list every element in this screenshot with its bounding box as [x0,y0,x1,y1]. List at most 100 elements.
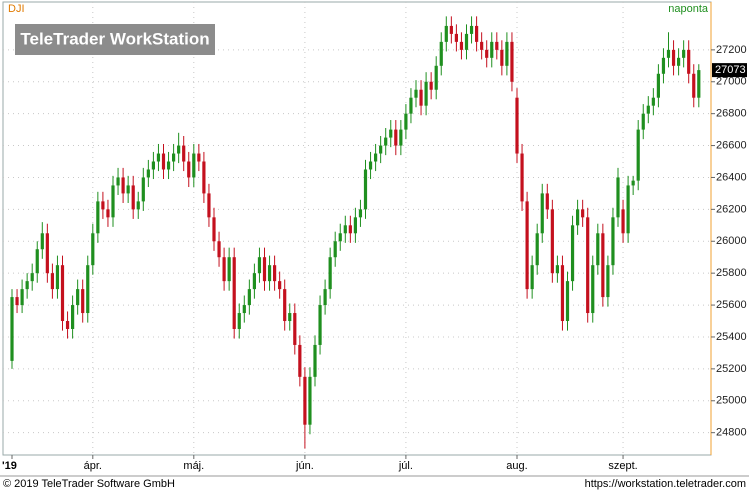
candle-body [278,281,282,290]
candle-body [495,41,499,50]
y-tick-label: 27000 [716,76,747,88]
candle-body [581,209,585,218]
candle-body [550,209,554,274]
candle-body [20,289,24,306]
candle-body [429,81,433,90]
candle-body [136,201,140,210]
candle-body [313,344,317,377]
candle-body [242,305,246,314]
y-tick-label: 25400 [716,331,747,343]
candle-body [671,49,676,66]
y-tick-label: 26200 [716,203,747,215]
candle-body [202,161,206,194]
candle-body [540,193,544,234]
candle-body [570,225,575,282]
candle-body [237,313,241,329]
candle-body [389,129,393,138]
candle-body [60,265,65,322]
candle-body [187,161,191,178]
candle-body [10,297,14,361]
candle-body [50,273,54,290]
chart-title: DJI [8,3,25,15]
candle-body [661,57,666,74]
candle-body [81,289,85,314]
footer-left: © 2019 TeleTrader Software GmbH [3,478,175,490]
candle-body [697,70,701,98]
candle-body [651,97,655,106]
candle-body [626,185,630,234]
candle-body [621,209,625,234]
candle-body [535,233,539,266]
candle-body [273,265,277,282]
candle-body [353,217,357,234]
candle-body [656,73,660,98]
candle-body [65,321,70,329]
candle-body [227,257,231,282]
y-tick-label: 27200 [716,44,747,56]
candle-body [303,376,307,425]
candle-body [459,41,464,50]
candle-body [267,265,272,282]
y-tick-label: 25800 [716,267,747,279]
candle-body [166,161,171,170]
candle-body [404,113,408,130]
candle-body [485,49,489,58]
candle-body [611,217,615,266]
candle-body [641,113,645,130]
x-tick-label: '19 [2,460,17,472]
y-tick-label: 26400 [716,171,747,183]
candle-body [146,169,150,178]
candle-body [116,177,120,186]
candle-body [368,161,373,170]
candle-body [121,177,125,194]
candle-body [86,265,90,314]
watermark-box [15,24,215,55]
x-tick-label: aug. [506,460,527,472]
candle-body [318,305,322,345]
candle-body [232,257,236,329]
candle-body [217,241,221,258]
candle-body [293,313,297,345]
y-tick-label: 24800 [716,427,747,439]
candle-body [586,217,590,314]
candle-body [646,105,650,114]
candle-body [40,233,44,250]
candle-body [338,233,342,242]
candle-body [469,25,474,34]
candle-body [530,265,534,290]
candle-body [222,257,226,282]
candle-body [96,201,100,234]
candle-body [71,305,75,329]
candle-body [247,289,251,306]
candle-body [545,193,549,210]
candle-body [464,33,469,50]
candle-body [298,344,302,377]
candle-body [596,233,600,266]
candle-body [616,177,620,218]
candle-body [101,201,105,210]
watermark: TeleTrader WorkStation [20,29,209,48]
candle-body [212,217,216,242]
candle-body [262,257,267,282]
candle-body [192,153,196,178]
x-tick-label: júl. [398,460,413,472]
candle-body [475,25,479,42]
candle-body [363,169,368,210]
x-tick-label: szept. [608,460,637,472]
candle-body [25,281,29,290]
candle-body [677,57,681,66]
candle-body [151,161,155,170]
candle-body [560,265,565,322]
candle-body [384,137,388,146]
x-tick-label: jún. [295,460,314,472]
candle-body [449,25,453,34]
candle-body [141,177,145,202]
candle-body [45,233,49,274]
candle-body [454,33,458,42]
candle-body [197,153,201,162]
y-tick-label: 26800 [716,108,747,120]
candle-body [30,273,34,282]
candle-body [126,185,130,194]
candle-body [252,273,256,290]
